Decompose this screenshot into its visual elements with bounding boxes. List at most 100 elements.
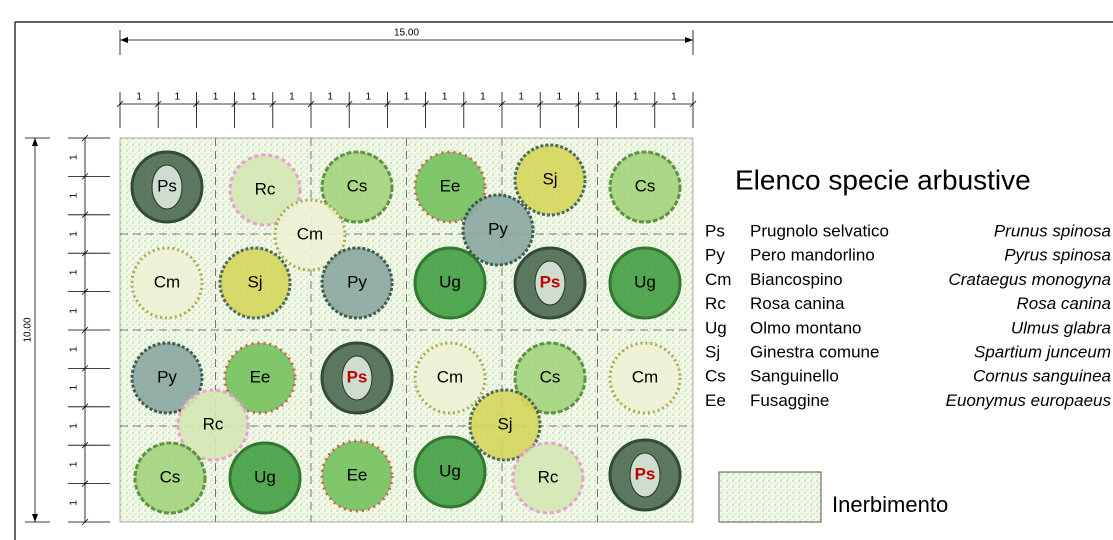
unit-label: 1 [69,154,80,160]
plant-label: Py [157,367,177,386]
unit-label: 1 [366,92,372,103]
dimension-line [384,100,391,108]
unit-label: 1 [69,231,80,237]
shrub-core [341,355,373,401]
plant-label: Cs [635,176,656,195]
plant-label: Ps [157,176,177,195]
grass-swatch [718,471,822,523]
plant-label: Cm [297,224,323,243]
dimension-line [81,480,89,487]
shrub [413,246,487,320]
species-common-name: Prugnolo selvatico [750,221,889,240]
unit-label: 1 [69,192,80,198]
plant-label: Cs [347,176,368,195]
plant-label: Ps [540,272,561,291]
species-common-name: Pero mandorlino [750,246,875,265]
species-latin-name: Pyrus spinosa [1004,246,1111,265]
shrub [320,439,394,513]
dimension-line [460,100,468,108]
plant-label: Rc [203,414,224,433]
unit-label: 1 [595,92,601,103]
plant-label: Sj [542,169,557,188]
shrub [608,150,682,224]
plant-label: Ug [439,461,461,480]
species-latin-name: Ulmus glabra [1011,318,1111,337]
dimension-line [81,288,89,295]
plant-label: Ug [254,467,276,486]
species-latin-name: Euonymus europaeus [946,391,1112,410]
unit-label: 1 [518,92,524,103]
shrub [320,246,394,320]
species-code: Ug [705,318,727,337]
plant-label: Cm [154,272,180,291]
grass-label: Inerbimento [832,492,948,517]
unit-label: 1 [69,308,80,314]
unit-label: 1 [136,92,142,103]
unit-label: 1 [69,384,80,390]
unit-label: 1 [480,92,486,103]
dimension-line [345,100,353,108]
unit-label: 1 [213,92,219,103]
dimension-line [269,100,277,108]
species-common-name: Fusaggine [750,391,829,410]
plant-label: Ug [439,272,461,291]
shrub [513,143,587,217]
plant-label: Py [488,219,508,238]
plant-label: Sj [247,272,262,291]
dimension-line [231,100,238,108]
shrub [461,193,535,267]
plant-label: Rc [538,467,559,486]
plant-label: Py [347,272,367,291]
dimension-label: 15.00 [394,28,419,39]
species-code: Ee [705,391,726,410]
shrub [468,388,542,462]
dimension-line [81,134,89,142]
shrub-core [629,452,661,498]
species-common-name: Ginestra comune [750,342,879,361]
species-code: Py [705,246,725,265]
species-latin-name: Prunus spinosa [994,221,1111,240]
dimension-line [422,100,429,108]
species-common-name: Sanguinello [750,367,839,386]
dimension-line [651,100,659,108]
species-code: Sj [705,342,720,361]
dimension-line [81,365,89,372]
dimension-line [81,518,89,526]
unit-label: 1 [69,461,80,467]
legend-title: Elenco specie arbustive [735,164,1031,195]
dimension-line [116,100,124,108]
plant-label: Cm [437,367,463,386]
dimension-line [81,249,89,257]
plant-label: Cm [632,367,658,386]
species-code: Cs [705,367,726,386]
unit-label: 1 [327,92,333,103]
plant-label: Ee [440,176,461,195]
dimension-line [689,100,697,108]
dimension-line [498,100,506,108]
species-code: Ps [705,221,725,240]
species-code: Cm [705,270,731,289]
shrub [413,150,487,224]
dimension-line [81,211,89,219]
species-latin-name: Cornus sanguinea [973,367,1111,386]
plant-label: Ee [347,465,368,484]
unit-label: 1 [69,423,80,429]
dimension-line [81,173,89,180]
plant-label: Ps [347,367,368,386]
dimension-line [154,100,162,108]
shrub [320,150,394,224]
species-code: Rc [705,294,726,313]
dimension-line [575,100,582,108]
shrub-core [534,260,566,306]
unit-label: 1 [633,92,639,103]
shrub [513,341,587,415]
unit-label: 1 [175,92,181,103]
shrub-core [151,164,183,210]
shrub [413,435,487,509]
shrub [130,341,204,415]
dimension-line [613,100,620,108]
dimension-line [81,326,89,334]
unit-label: 1 [289,92,295,103]
unit-label: 1 [442,92,448,103]
plant-label: Cs [540,367,561,386]
